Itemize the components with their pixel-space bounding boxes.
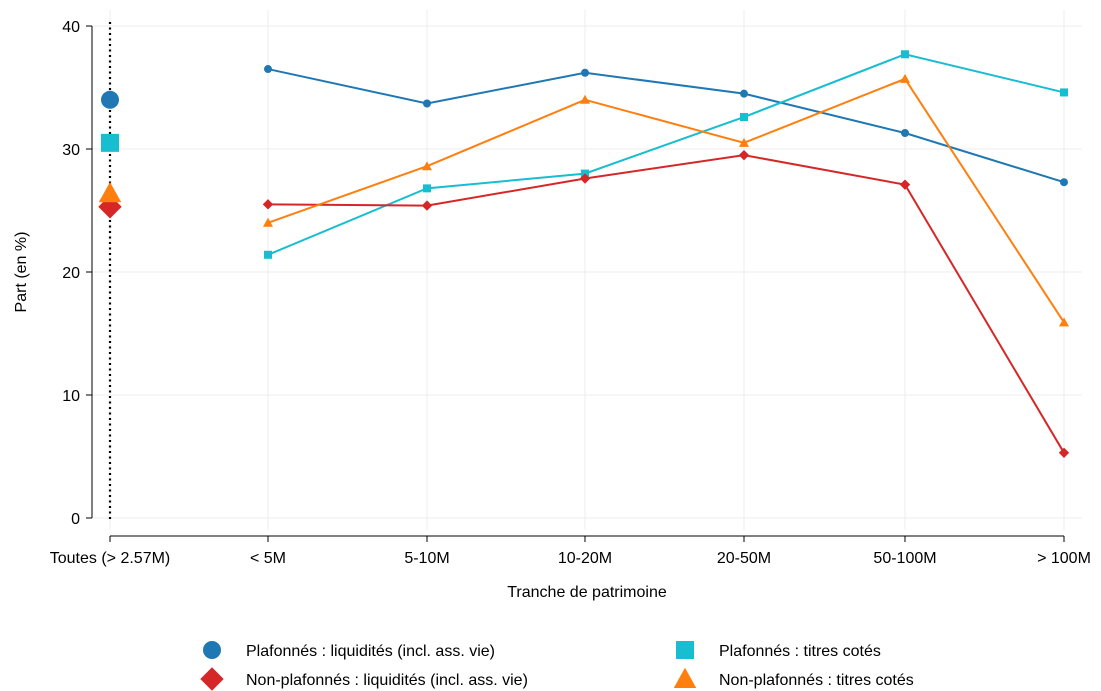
data-point [901, 50, 909, 59]
data-point [263, 217, 273, 227]
series-line [267, 53, 1065, 256]
data-point [422, 161, 432, 171]
data-point [423, 99, 431, 108]
legend-marker [673, 667, 697, 688]
data-point [740, 89, 748, 98]
legend-label: Plafonnés : liquidités (incl. ass. vie) [246, 643, 495, 660]
data-point [579, 173, 591, 184]
data-point [580, 94, 590, 104]
data-point [738, 149, 750, 161]
axes: 0 10 20 30 40 Toutes (> 2.57M) < 5M 5-10M 10-20M… [50, 19, 1091, 567]
x-tick-label: 5-10M [404, 550, 449, 567]
series-markers [98, 50, 1070, 459]
series-lines [267, 53, 1065, 454]
overall-data-point [98, 182, 122, 203]
x-axis-title: Tranche de patrimoine [507, 584, 667, 601]
legend-item: Plafonnés : titres cotés [676, 641, 881, 660]
y-tick-label: 30 [62, 142, 80, 159]
series-line [267, 68, 1065, 184]
data-point [264, 250, 272, 259]
y-tick-label: 0 [71, 511, 80, 528]
overall-data-point [101, 133, 119, 152]
y-tick-label: 10 [62, 388, 80, 405]
data-point [264, 65, 272, 74]
legend-marker [676, 641, 694, 659]
data-point [899, 179, 911, 190]
data-point [1059, 317, 1069, 327]
legend-item: Non-plafonnés : titres cotés [673, 667, 914, 689]
data-point [262, 199, 274, 210]
series-line [267, 77, 1065, 323]
data-point [739, 137, 749, 147]
x-tick-label: 10-20M [558, 550, 612, 567]
data-point [740, 113, 748, 122]
legend: Plafonnés : liquidités (incl. ass. vie) P… [200, 641, 914, 691]
x-tick-label: 20-50M [717, 550, 771, 567]
x-tick-label: Toutes (> 2.57M) [50, 550, 171, 567]
grid [92, 10, 1082, 530]
overall-data-point [98, 195, 122, 219]
legend-label: Plafonnés : titres cotés [719, 643, 881, 660]
data-point [1060, 178, 1068, 187]
legend-label: Non-plafonnés : liquidités (incl. ass. v… [246, 672, 528, 689]
legend-label: Non-plafonnés : titres cotés [719, 672, 914, 689]
legend-marker [203, 641, 221, 659]
data-point [900, 73, 910, 83]
data-point [901, 129, 909, 138]
x-tick-label: < 5M [250, 550, 286, 567]
legend-marker [200, 667, 224, 691]
x-tick-label: 50-100M [873, 550, 936, 567]
data-point [421, 200, 433, 211]
legend-item: Non-plafonnés : liquidités (incl. ass. v… [200, 667, 528, 691]
y-tick-label: 20 [62, 265, 80, 282]
x-tick-label: > 100M [1037, 550, 1091, 567]
data-point [1058, 447, 1070, 459]
legend-item: Plafonnés : liquidités (incl. ass. vie) [203, 641, 495, 660]
data-point [1060, 88, 1068, 97]
series-line [267, 154, 1065, 454]
overall-data-point [101, 90, 119, 109]
data-point [581, 68, 589, 77]
y-axis-title: Part (en %) [13, 232, 30, 313]
y-tick-label: 40 [62, 19, 80, 36]
data-point [423, 184, 431, 193]
